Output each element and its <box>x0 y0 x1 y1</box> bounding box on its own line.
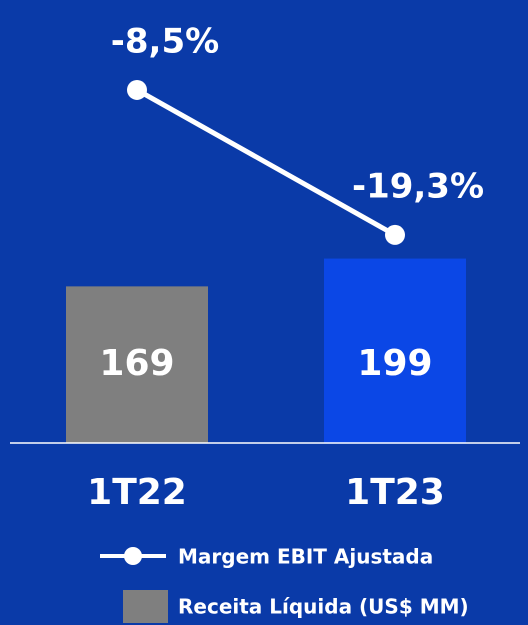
legend-label: Margem EBIT Ajustada <box>178 545 433 569</box>
x-tick-label: 1T22 <box>87 472 187 513</box>
bar <box>66 286 208 443</box>
bar-label: 169 <box>99 343 174 384</box>
bar <box>324 258 466 443</box>
legend-label: Receita Líquida (US$ MM) <box>178 595 469 619</box>
legend-swatch <box>123 590 168 623</box>
line-label: -19,3% <box>352 166 484 206</box>
line <box>135 87 397 238</box>
x-tick-label: 1T23 <box>345 472 445 513</box>
line-label: -8,5% <box>111 21 219 61</box>
line-point <box>127 79 147 100</box>
bar-label: 199 <box>357 343 432 384</box>
line-point <box>385 224 405 245</box>
legend-marker <box>124 547 142 565</box>
